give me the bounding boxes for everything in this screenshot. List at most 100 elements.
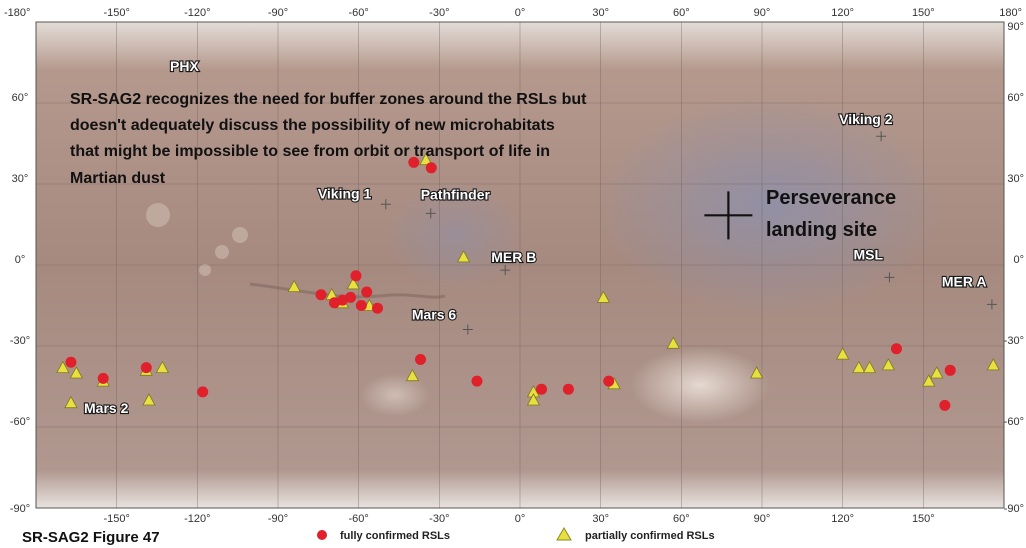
left-latitude-ticks: 60° 30° 0° -30° -60° -90° <box>10 92 30 515</box>
valles-marineris <box>249 282 446 299</box>
figure-caption: SR-SAG2 Figure 47 <box>22 529 160 546</box>
fully-confirmed-rsl-marker <box>140 362 152 374</box>
landing-site: Viking 2 <box>838 110 894 142</box>
legend-fully-confirmed-dot <box>317 530 327 540</box>
perseverance-landing-site: Perseverance landing site <box>704 187 896 241</box>
dark-lowland-west <box>385 180 525 290</box>
top-longitude-tick: -150° <box>103 7 129 19</box>
partially-confirmed-rsl-marker <box>405 368 420 382</box>
bottom-longitude-tick: -90° <box>268 513 288 525</box>
landing-site-cross-icon <box>876 131 887 142</box>
fully-confirmed-rsl-marker <box>371 302 383 314</box>
top-longitude-ticks: -180° -150° -120° -90° -60° -30° 0° 30° 60° 90° 12… <box>4 7 1022 19</box>
top-longitude-tick: -60° <box>349 7 369 19</box>
fully-confirmed-rsl-marker <box>562 383 574 395</box>
landing-site: Pathfinder <box>420 185 492 219</box>
left-latitude-tick: 0° <box>15 254 26 266</box>
partially-confirmed-rsl-marker <box>749 366 764 379</box>
landing-site: Mars 2 <box>83 399 130 417</box>
annotation-line-3: that might be impossible to see from orb… <box>70 143 550 160</box>
top-longitude-tick: -120° <box>184 7 210 19</box>
top-longitude-tick: -90° <box>268 7 288 19</box>
landing-site-cross-icon <box>986 299 997 310</box>
landing-site-label: MER A <box>942 273 987 289</box>
fully-confirmed-rsl-marker <box>65 356 77 368</box>
fully-confirmed-rsl-marker <box>355 300 367 311</box>
landing-sites: PHX Viking 2 Viking 1 Pathfinder MER B MSL MER… <box>83 57 997 417</box>
partially-confirmed-rsl-marker <box>986 358 1000 371</box>
landing-site-label: PHX <box>170 58 199 74</box>
map-area <box>35 21 1005 509</box>
fully-confirmed-rsl-marker <box>471 375 483 387</box>
right-latitude-ticks: 90° 60° 30° 0° -30° -60° -90° <box>1004 21 1024 515</box>
landing-site: MER A <box>941 272 997 310</box>
fully-confirmed-rsl-marker <box>890 343 902 355</box>
annotation-line-4: Martian dust <box>70 170 166 187</box>
top-longitude-tick: 60° <box>673 7 690 19</box>
hellas-basin <box>630 347 770 423</box>
partially-confirmed-rsl-marker <box>346 277 360 290</box>
annotation-line-2: doesn't adequately discuss the possibili… <box>70 117 555 134</box>
argyre-basin <box>360 373 430 417</box>
landing-site-label: MER B <box>491 249 536 265</box>
partially-confirmed-rsl-marker <box>419 152 433 166</box>
landing-site-label: Viking 1 <box>318 185 372 201</box>
partially-confirmed-rsl-marker <box>56 360 70 374</box>
top-longitude-tick: 120° <box>831 7 854 19</box>
annotation-line-1: SR-SAG2 recognizes the need for buffer z… <box>70 91 587 108</box>
partially-confirmed-rsl-marker <box>666 336 680 349</box>
fully-confirmed-rsl-markers <box>65 156 956 411</box>
partially-confirmed-rsl-marker <box>155 360 170 374</box>
partially-confirmed-rsl-marker <box>526 393 541 406</box>
landing-site-label: Mars 6 <box>412 307 457 323</box>
right-latitude-tick: 30° <box>1007 173 1024 185</box>
landing-site-cross-icon <box>500 265 511 276</box>
partially-confirmed-rsl-marker <box>69 366 84 379</box>
left-latitude-tick: -90° <box>10 503 30 515</box>
bottom-longitude-tick: 90° <box>754 513 771 525</box>
landing-site-label: MSL <box>853 246 883 262</box>
left-latitude-tick: 60° <box>12 92 29 104</box>
landing-site: PHX <box>169 57 201 75</box>
right-latitude-tick: -30° <box>1004 335 1024 347</box>
legend-partially-confirmed-label: partially confirmed RSLs <box>585 530 715 542</box>
bottom-longitude-tick: -30° <box>429 513 449 525</box>
landing-site-cross-icon <box>884 272 895 283</box>
top-longitude-tick: 90° <box>754 7 771 19</box>
partially-confirmed-rsl-marker <box>835 347 850 360</box>
bottom-longitude-tick: 120° <box>831 513 854 525</box>
top-longitude-tick: -30° <box>429 7 449 19</box>
landing-site-label: Mars 2 <box>84 400 129 416</box>
fully-confirmed-rsl-marker <box>315 289 327 301</box>
partially-confirmed-rsl-marker <box>287 279 301 293</box>
fully-confirmed-rsl-marker <box>944 364 956 376</box>
top-longitude-tick: 180° <box>999 7 1022 19</box>
fully-confirmed-rsl-marker <box>425 162 437 174</box>
fully-confirmed-rsl-marker <box>197 386 209 398</box>
partially-confirmed-rsl-marker <box>64 395 78 409</box>
fully-confirmed-rsl-marker <box>350 270 362 282</box>
fully-confirmed-rsl-marker <box>939 399 951 411</box>
landing-site: Viking 1 <box>317 184 391 210</box>
perseverance-label-line-2: landing site <box>766 219 877 241</box>
fully-confirmed-rsl-marker <box>536 383 548 395</box>
landing-site-cross-icon <box>462 324 473 335</box>
bottom-longitude-tick: 150° <box>912 513 935 525</box>
top-longitude-tick: 30° <box>592 7 609 19</box>
left-latitude-tick: 30° <box>12 173 29 185</box>
legend: fully confirmed RSLs partially confirmed… <box>317 527 715 542</box>
perseverance-label-line-1: Perseverance <box>766 187 896 209</box>
right-latitude-tick: -90° <box>1004 503 1024 515</box>
landing-site: MSL <box>852 245 895 283</box>
top-longitude-tick: -180° <box>4 7 30 19</box>
perseverance-crosshair-lines <box>704 191 753 240</box>
landing-site-label: Viking 2 <box>839 111 893 127</box>
fully-confirmed-rsl-marker <box>361 286 373 298</box>
left-latitude-tick: -60° <box>10 416 30 428</box>
partially-confirmed-rsl-marker <box>142 393 156 406</box>
perseverance-crosshair-icon <box>704 191 753 240</box>
partially-confirmed-rsl-marker <box>930 366 944 379</box>
bottom-longitude-tick: 60° <box>673 513 690 525</box>
partially-confirmed-rsl-marker <box>456 250 471 263</box>
